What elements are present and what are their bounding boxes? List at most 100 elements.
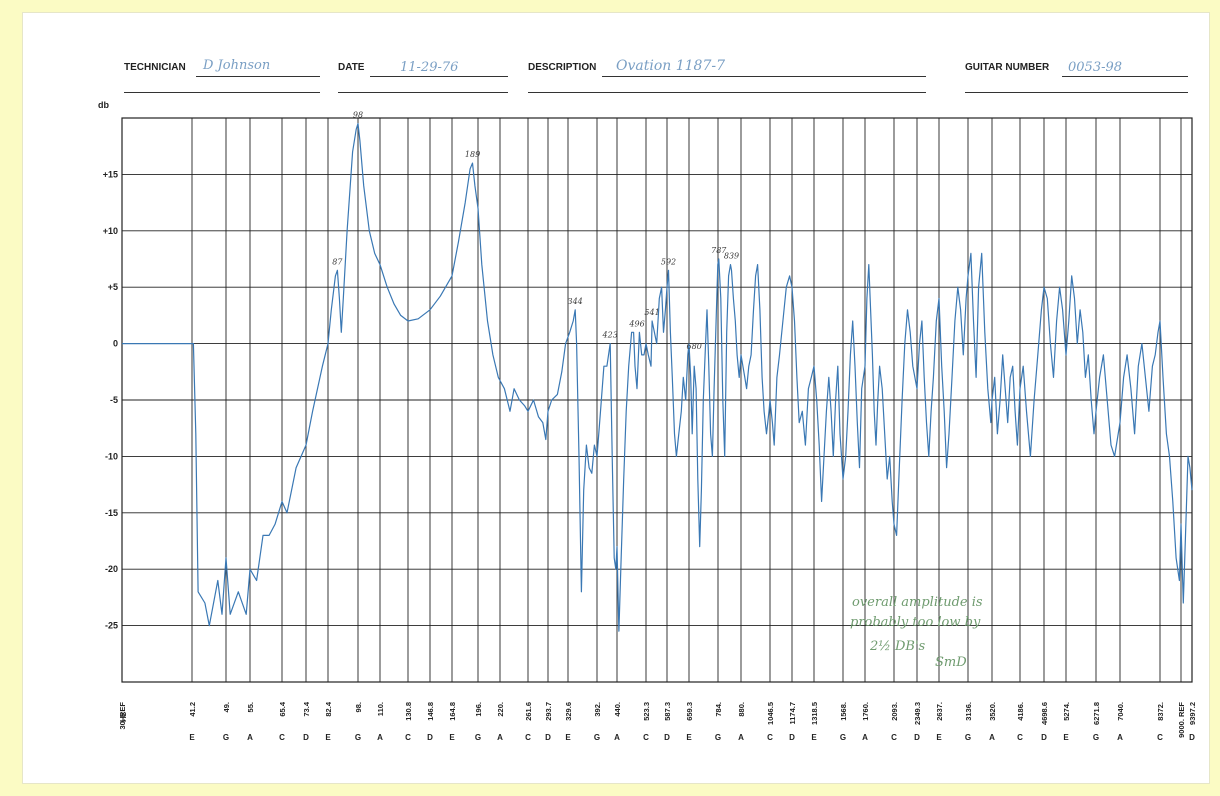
- guitar-number-label: GUITAR NUMBER: [965, 62, 1050, 73]
- x-tick-label: 49.: [222, 702, 231, 712]
- x-note-label: G: [1093, 733, 1099, 742]
- x-tick-label: 293.7: [544, 702, 553, 721]
- x-note-label: E: [325, 733, 331, 742]
- description-underline: [528, 92, 926, 93]
- y-tick-label: -5: [110, 395, 118, 405]
- guitar-number-value: 0053-98: [1068, 60, 1123, 75]
- x-note-label: C: [525, 733, 531, 742]
- x-tick-label: 784.: [714, 702, 723, 717]
- x-note-label: G: [840, 733, 846, 742]
- guitar-number-underline: [965, 92, 1188, 93]
- x-note-label: A: [377, 733, 383, 742]
- x-tick-label: 65.4: [278, 701, 287, 716]
- note-line: SmD: [935, 655, 967, 670]
- y-tick-label: -20: [105, 564, 118, 574]
- x-tick-label: 329.6: [564, 702, 573, 721]
- description-line: [602, 76, 926, 77]
- peak-annotation: 189: [465, 150, 480, 159]
- x-note-label: A: [1117, 733, 1123, 742]
- x-tick-label: 1046.5: [766, 702, 775, 725]
- guitar-number-line: [1062, 76, 1188, 77]
- y-tick-label: 0: [113, 339, 118, 349]
- x-tick-label: 3136.: [964, 702, 973, 721]
- x-tick-label: 30. REF: [118, 702, 127, 730]
- x-note-label: C: [1157, 733, 1163, 742]
- x-tick-label: 392.: [593, 702, 602, 717]
- x-tick-label: 4186.: [1016, 702, 1025, 721]
- x-note-label: G: [965, 733, 971, 742]
- x-note-label: D: [789, 733, 795, 742]
- x-note-label: E: [811, 733, 817, 742]
- x-note-label: C: [279, 733, 285, 742]
- x-tick-label: 110.: [376, 702, 385, 716]
- x-note-label: E: [565, 733, 571, 742]
- x-note-label: D: [1041, 733, 1047, 742]
- x-tick-label: 5274.: [1062, 702, 1071, 721]
- x-note-label: G: [594, 733, 600, 742]
- handwritten-note: overall amplitude is probably too low by 2…: [850, 595, 983, 670]
- x-note-label: C: [1017, 733, 1023, 742]
- x-tick-label: 146.8: [426, 702, 435, 721]
- x-note-label: A: [614, 733, 620, 742]
- note-line: probably too low by: [850, 615, 981, 630]
- x-tick-label: 164.8: [448, 702, 457, 721]
- note-line: overall amplitude is: [852, 595, 983, 610]
- y-tick-label: +5: [108, 282, 118, 292]
- peak-annotation: 98: [353, 111, 363, 120]
- x-note-label: A: [862, 733, 868, 742]
- tick-labels: +15 +10 +5 0 -5 -10 -15 -20 -25 30. REF 41.2 E 49. G 5…: [103, 169, 1197, 742]
- y-tick-label: -15: [105, 508, 118, 518]
- data-sheet: [22, 12, 1210, 784]
- x-note-label: A: [497, 733, 503, 742]
- peak-annotation: 87: [332, 257, 343, 266]
- technician-label: TECHNICIAN: [124, 62, 186, 73]
- x-note-label: D: [1189, 733, 1195, 742]
- x-tick-label: 2637.: [935, 702, 944, 721]
- x-tick-label: 41.2: [188, 702, 197, 717]
- description-value: Ovation 1187-7: [616, 58, 725, 74]
- technician-underline: [124, 92, 320, 93]
- x-note-label: D: [303, 733, 309, 742]
- x-tick-label: 587.3: [663, 702, 672, 721]
- peak-annotation: 592: [661, 257, 676, 266]
- response-curve: [122, 123, 1193, 632]
- x-note-label: E: [936, 733, 942, 742]
- x-tick-label: 1174.7: [788, 702, 797, 725]
- peak-annotation: 423: [602, 331, 618, 340]
- peak-annotation: 541: [644, 308, 659, 317]
- response-curves: [122, 123, 1193, 632]
- x-note-label: E: [449, 733, 455, 742]
- technician-value: D Johnson: [203, 58, 271, 73]
- peak-annotation: 787: [711, 246, 727, 255]
- x-note-label: G: [223, 733, 229, 742]
- x-note-label: A: [989, 733, 995, 742]
- x-tick-label: 880.: [737, 702, 746, 717]
- x-note-label: D: [427, 733, 433, 742]
- x-tick-label: 9000. REF: [1177, 702, 1186, 738]
- x-tick-label: 220.: [496, 702, 505, 717]
- date-value: 11-29-76: [400, 60, 459, 75]
- x-tick-label: 7040.: [1116, 702, 1125, 721]
- date-label: DATE: [338, 62, 365, 73]
- x-tick-label: 130.8: [404, 702, 413, 721]
- x-tick-label: 1318.5: [810, 702, 819, 725]
- x-note-label: A: [738, 733, 744, 742]
- x-note-label: G: [715, 733, 721, 742]
- x-tick-label: 1760.: [861, 702, 870, 721]
- date-underline: [338, 92, 508, 93]
- x-tick-label: 73.4: [302, 701, 311, 716]
- description-label: DESCRIPTION: [528, 62, 597, 73]
- x-tick-label: 3520.: [988, 702, 997, 721]
- x-note-label: C: [643, 733, 649, 742]
- x-note-label: C: [405, 733, 411, 742]
- x-note-label: G: [475, 733, 481, 742]
- x-tick-label: 2093.: [890, 702, 899, 721]
- x-note-label: E: [189, 733, 195, 742]
- y-tick-label: -25: [105, 621, 118, 631]
- x-tick-label: 8372.: [1156, 702, 1165, 721]
- y-tick-label: +10: [103, 226, 118, 236]
- x-note-label: E: [1063, 733, 1069, 742]
- x-tick-label: 98.: [354, 702, 363, 712]
